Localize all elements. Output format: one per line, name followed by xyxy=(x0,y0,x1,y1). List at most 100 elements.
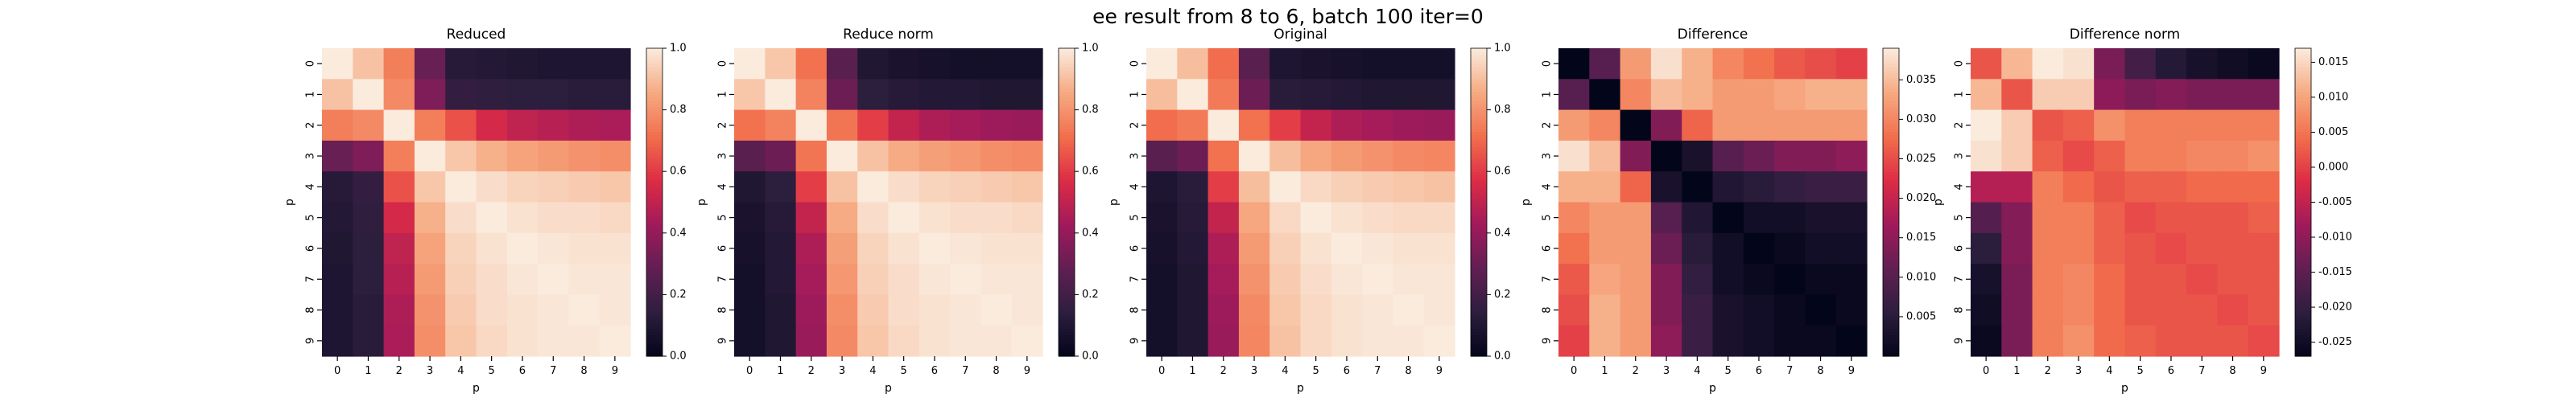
colorbar-segment xyxy=(646,72,663,77)
x-tick-label: 7 xyxy=(2198,365,2205,377)
colorbar-segment xyxy=(1471,183,1487,187)
heatmap-cell xyxy=(1558,325,1590,357)
colorbar-segment xyxy=(2295,248,2311,252)
heatmap-cell xyxy=(1682,109,1714,142)
colorbar-segment xyxy=(1883,121,1899,126)
colorbar-segment xyxy=(646,48,663,52)
colorbar-segment xyxy=(1059,180,1075,185)
colorbar-segment xyxy=(1059,350,1075,354)
x-tick-label: 9 xyxy=(1024,365,1030,377)
heatmap-cell xyxy=(2217,109,2249,142)
colorbar-segment xyxy=(1059,109,1075,114)
x-tick-label: 8 xyxy=(580,365,587,377)
heatmap-cell xyxy=(1362,232,1393,265)
colorbar-segment xyxy=(646,57,663,61)
heatmap-cell xyxy=(734,294,766,326)
heatmap-cell xyxy=(1331,171,1363,203)
y-tick-label: 3 xyxy=(1542,153,1554,159)
colorbar-tick-label: 0.4 xyxy=(1082,227,1099,239)
colorbar-segment xyxy=(1471,211,1487,215)
colorbar-segment xyxy=(2295,116,2311,120)
colorbar-segment xyxy=(1471,134,1487,138)
colorbar-segment xyxy=(1883,248,1899,252)
colorbar-segment xyxy=(646,137,663,142)
colorbar-segment xyxy=(1883,48,1899,52)
heatmap-cell xyxy=(1331,140,1363,172)
colorbar-segment xyxy=(1471,180,1487,185)
heatmap-cell xyxy=(506,232,539,265)
heatmap-cell xyxy=(414,264,446,295)
y-axis-label: p xyxy=(1108,199,1121,206)
colorbar-segment xyxy=(1059,313,1075,317)
heatmap-cell xyxy=(538,202,569,234)
heatmap-cell xyxy=(1238,325,1270,357)
heatmap-cell xyxy=(734,79,766,111)
heatmap-cell xyxy=(888,294,920,326)
heatmap-cell xyxy=(568,79,601,111)
y-tick-label: 4 xyxy=(305,183,317,190)
heatmap-cell xyxy=(1393,171,1425,203)
y-axis-label: p xyxy=(283,199,296,206)
heatmap-cell xyxy=(1177,79,1209,111)
heatmap-cell xyxy=(1208,140,1240,172)
heatmap-cell xyxy=(538,264,569,295)
heatmap-cell xyxy=(2248,48,2280,80)
heatmap-cell xyxy=(1712,48,1744,80)
heatmap-cell xyxy=(2032,48,2064,80)
y-tick-label: 0 xyxy=(1129,60,1141,67)
colorbar-segment xyxy=(2295,103,2311,108)
heatmap-cell xyxy=(2124,325,2157,357)
heatmap-cell xyxy=(1712,109,1744,142)
colorbar-segment xyxy=(1471,177,1487,182)
heatmap-cell xyxy=(568,325,601,357)
x-tick-label: 3 xyxy=(1251,365,1257,377)
colorbar-segment xyxy=(1059,288,1075,293)
colorbar-segment xyxy=(2295,266,2311,271)
x-tick-label: 1 xyxy=(1189,365,1195,377)
colorbar-segment xyxy=(1059,269,1075,274)
colorbar-segment xyxy=(1059,217,1075,222)
heatmap-cell xyxy=(2217,48,2249,80)
colorbar-segment xyxy=(1059,64,1075,68)
heatmap-cell xyxy=(1558,140,1590,172)
heatmap-cell xyxy=(1011,232,1043,265)
colorbar-segment xyxy=(646,306,663,311)
heatmap-cell xyxy=(980,109,1013,142)
heatmap-cell xyxy=(1805,48,1837,80)
colorbar-segment xyxy=(1471,242,1487,246)
colorbar-segment xyxy=(2295,257,2311,261)
heatmap-cell xyxy=(1558,79,1590,111)
colorbar-segment xyxy=(1059,103,1075,108)
colorbar-segment xyxy=(1059,227,1075,231)
heatmap-cell xyxy=(1146,171,1178,203)
x-tick-label: 0 xyxy=(1571,365,1577,377)
heatmap-cell xyxy=(919,48,951,80)
heatmap-cell xyxy=(506,79,539,111)
colorbar-segment xyxy=(1883,227,1899,231)
colorbar-segment xyxy=(1883,353,1899,357)
heatmap-cell xyxy=(826,109,858,142)
heatmap-cell xyxy=(919,264,951,295)
heatmap-cell xyxy=(353,294,385,326)
colorbar-segment xyxy=(2295,239,2311,243)
colorbar-segment xyxy=(646,125,663,129)
heatmap-cell xyxy=(1011,48,1043,80)
heatmap-cell xyxy=(1423,109,1455,142)
y-tick-label: 9 xyxy=(1542,338,1554,344)
heatmap-cell xyxy=(1362,171,1393,203)
colorbar-segment xyxy=(2295,214,2311,219)
heatmap-cell xyxy=(1743,79,1775,111)
heatmap-cell xyxy=(888,232,920,265)
heatmap-cell xyxy=(1835,171,1868,203)
heatmap-cell xyxy=(2094,140,2126,172)
heatmap-cell xyxy=(734,232,766,265)
colorbar-segment xyxy=(646,202,663,206)
colorbar-segment xyxy=(2295,121,2311,126)
heatmap-cell xyxy=(1393,109,1425,142)
colorbar-segment xyxy=(1059,60,1075,64)
heatmap-cell xyxy=(383,232,415,265)
heatmap-cell xyxy=(1971,79,2002,111)
colorbar-segment xyxy=(1883,156,1899,160)
heatmap-cell xyxy=(1331,202,1363,234)
colorbar-segment xyxy=(1883,306,1899,311)
